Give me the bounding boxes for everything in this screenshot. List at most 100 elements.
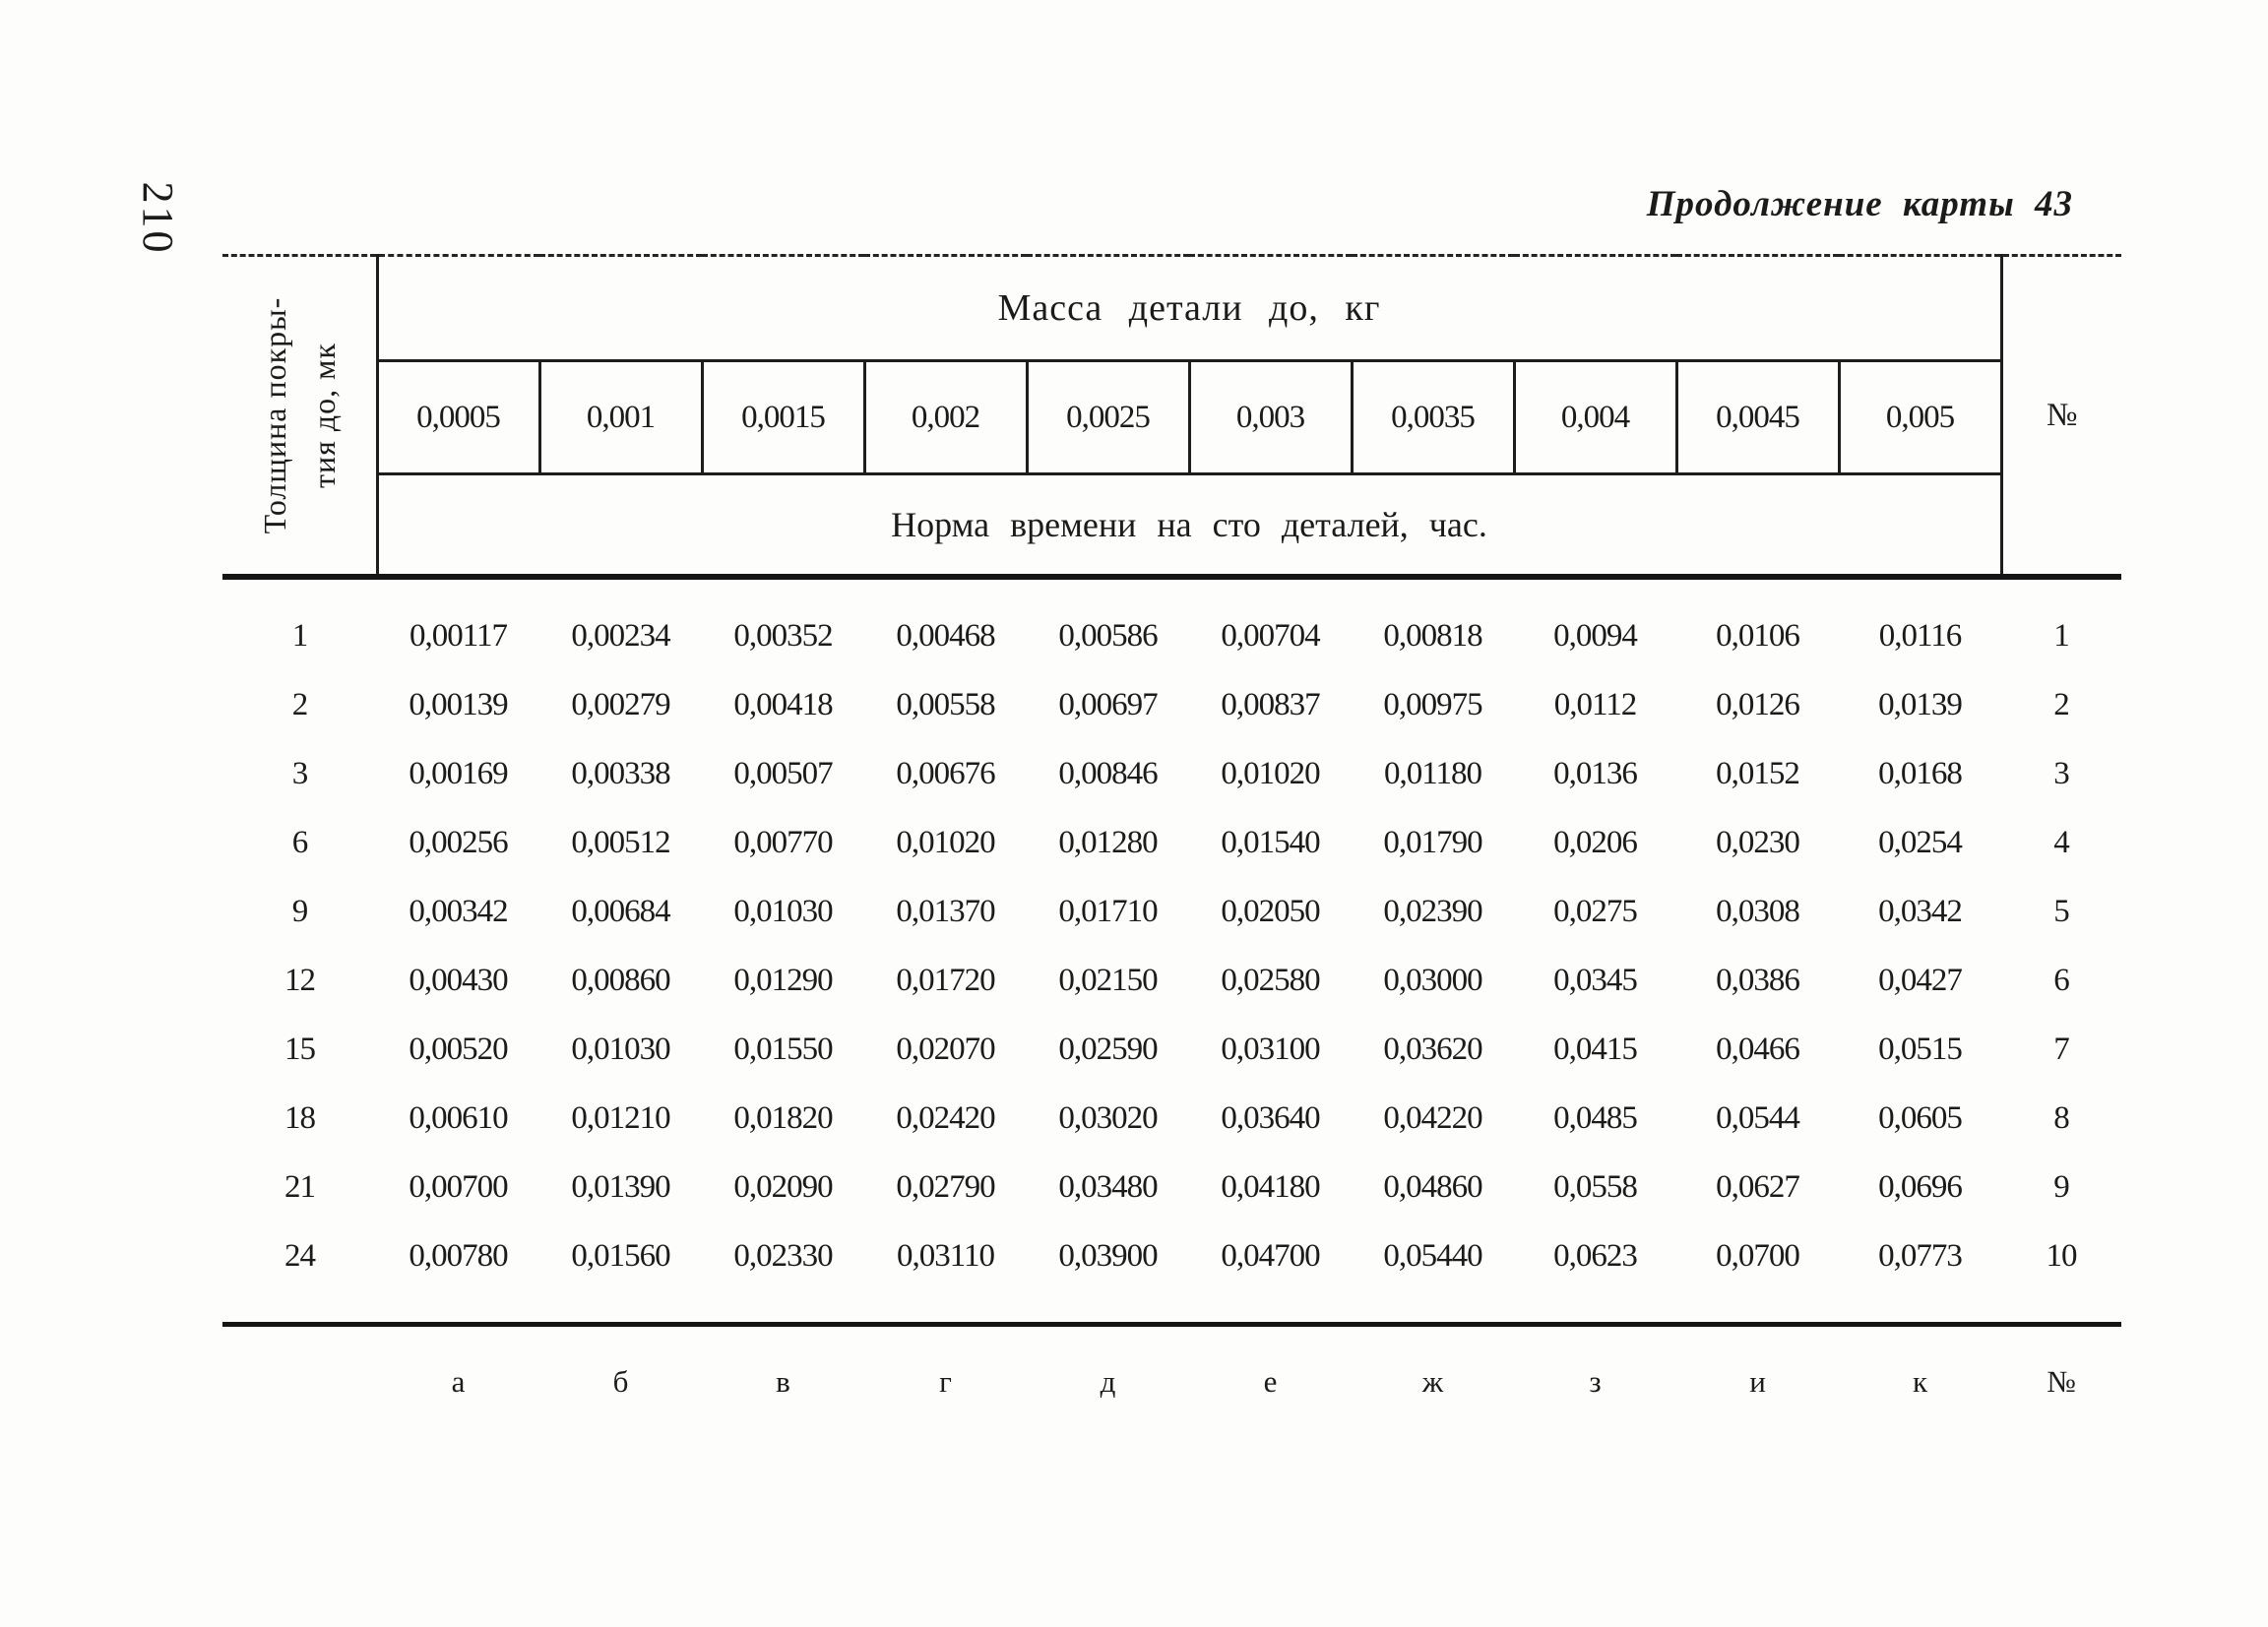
- column-letter: ж: [1352, 1322, 1514, 1437]
- letters-number-label: №: [2001, 1322, 2121, 1437]
- time-value-cell: 0,00770: [733, 824, 833, 860]
- time-value-cell: 0,0152: [1716, 755, 1800, 791]
- column-letter: и: [1676, 1322, 1839, 1437]
- time-value-cell: 0,03900: [1058, 1237, 1158, 1274]
- subheader-row: Норма времени на сто деталей, час.: [222, 473, 2121, 580]
- mass-col-header: 0,0025: [1025, 360, 1189, 475]
- time-value-cell: 0,01020: [896, 824, 995, 860]
- time-value-cell: 0,00352: [733, 617, 833, 654]
- column-letter: в: [702, 1322, 864, 1437]
- thickness-cell: 24: [284, 1237, 316, 1274]
- page-number: 210: [134, 181, 182, 256]
- table-row: 3 0,00169 0,00338 0,00507 0,00676 0,0084…: [222, 739, 2121, 808]
- time-value-cell: 0,0515: [1878, 1031, 1963, 1067]
- time-value-cell: 0,03100: [1221, 1031, 1320, 1067]
- table-row: 2 0,00139 0,00279 0,00418 0,00558 0,0069…: [222, 670, 2121, 739]
- time-value-cell: 0,00610: [409, 1099, 508, 1136]
- time-value-cell: 0,01540: [1221, 824, 1320, 860]
- spacer-row: [222, 577, 2121, 601]
- time-value-cell: 0,01560: [571, 1237, 670, 1274]
- time-value-cell: 0,00117: [409, 617, 508, 654]
- time-value-cell: 0,01180: [1383, 755, 1482, 791]
- mass-col-header: 0,0035: [1350, 360, 1514, 475]
- row-number-col-header: №: [1999, 254, 2121, 580]
- mass-col-header: 0,005: [1837, 360, 2001, 475]
- stub-header-line2: тия до, мк: [305, 343, 342, 488]
- time-value-cell: 0,01280: [1058, 824, 1158, 860]
- time-value-cell: 0,0415: [1553, 1031, 1638, 1067]
- time-value-cell: 0,0139: [1878, 686, 1963, 722]
- time-value-cell: 0,00676: [896, 755, 995, 791]
- time-value-cell: 0,0773: [1878, 1237, 1963, 1274]
- time-value-cell: 0,00468: [896, 617, 995, 654]
- time-value-cell: 0,00342: [409, 893, 508, 929]
- time-value-cell: 0,00704: [1221, 617, 1320, 654]
- time-value-cell: 0,0126: [1716, 686, 1800, 722]
- thickness-cell: 15: [284, 1031, 316, 1067]
- time-value-cell: 0,02050: [1221, 893, 1320, 929]
- time-value-cell: 0,00586: [1058, 617, 1158, 654]
- time-value-cell: 0,00520: [409, 1031, 508, 1067]
- time-value-cell: 0,0696: [1878, 1168, 1963, 1205]
- time-value-cell: 0,00512: [571, 824, 670, 860]
- time-value-cell: 0,01210: [571, 1099, 670, 1136]
- time-value-cell: 0,03020: [1058, 1099, 1158, 1136]
- stub-header-line1: Толщина покры-: [256, 296, 292, 534]
- time-value-cell: 0,02390: [1383, 893, 1482, 929]
- time-value-cell: 0,00430: [409, 962, 508, 998]
- time-value-cell: 0,03640: [1221, 1099, 1320, 1136]
- time-value-cell: 0,02420: [896, 1099, 995, 1136]
- time-value-cell: 0,0206: [1553, 824, 1638, 860]
- table-row: 18 0,00610 0,01210 0,01820 0,02420 0,030…: [222, 1084, 2121, 1153]
- time-value-cell: 0,01550: [733, 1031, 833, 1067]
- time-value-cell: 0,00169: [409, 755, 508, 791]
- table-row: 12 0,00430 0,00860 0,01290 0,01720 0,021…: [222, 946, 2121, 1015]
- mass-col-header: 0,0005: [377, 360, 539, 475]
- mass-col-header: 0,002: [862, 360, 1027, 475]
- mass-col-header: 0,0015: [700, 360, 864, 475]
- thickness-cell: 2: [291, 686, 309, 722]
- time-value-cell: 0,04860: [1383, 1168, 1482, 1205]
- column-letter: з: [1514, 1322, 1676, 1437]
- time-value-cell: 0,00818: [1383, 617, 1482, 654]
- thickness-cell: 6: [291, 824, 309, 860]
- time-value-cell: 0,01290: [733, 962, 833, 998]
- mass-col-header: 0,001: [537, 360, 702, 475]
- row-number-cell: 5: [2053, 893, 2070, 929]
- time-value-cell: 0,0558: [1553, 1168, 1638, 1205]
- time-value-cell: 0,02790: [896, 1168, 995, 1205]
- time-value-cell: 0,0116: [1878, 617, 1963, 654]
- row-number-cell: 8: [2053, 1099, 2070, 1136]
- time-value-cell: 0,01020: [1221, 755, 1320, 791]
- thickness-cell: 21: [284, 1168, 316, 1205]
- time-value-cell: 0,02070: [896, 1031, 995, 1067]
- row-number-cell: 4: [2053, 824, 2070, 860]
- mass-col-header: 0,004: [1512, 360, 1676, 475]
- letters-row-stub-cell: [222, 1322, 377, 1437]
- thickness-cell: 9: [291, 893, 309, 929]
- time-value-cell: 0,03000: [1383, 962, 1482, 998]
- thickness-cell: 1: [291, 617, 309, 654]
- time-value-cell: 0,0345: [1553, 962, 1638, 998]
- page-title: Продолжение карты 43: [1646, 184, 2073, 224]
- time-value-cell: 0,01370: [896, 893, 995, 929]
- column-letter: д: [1027, 1322, 1189, 1437]
- time-value-cell: 0,0254: [1878, 824, 1963, 860]
- time-norms-table: Толщина покры- тия до, мк Масса детали д…: [222, 254, 2121, 1437]
- time-value-cell: 0,00256: [409, 824, 508, 860]
- time-value-cell: 0,00234: [571, 617, 670, 654]
- time-value-cell: 0,0700: [1716, 1237, 1800, 1274]
- time-value-cell: 0,0623: [1553, 1237, 1638, 1274]
- time-value-cell: 0,00558: [896, 686, 995, 722]
- column-letter: б: [539, 1322, 702, 1437]
- time-value-cell: 0,0168: [1878, 755, 1963, 791]
- time-value-cell: 0,0485: [1553, 1099, 1638, 1136]
- row-number-cell: 2: [2053, 686, 2070, 722]
- time-value-cell: 0,01790: [1383, 824, 1482, 860]
- time-value-cell: 0,0342: [1878, 893, 1963, 929]
- time-value-cell: 0,00860: [571, 962, 670, 998]
- table-row: 1 0,00117 0,00234 0,00352 0,00468 0,0058…: [222, 601, 2121, 670]
- time-value-cell: 0,0136: [1553, 755, 1638, 791]
- mass-header: Масса детали до, кг: [377, 254, 2001, 362]
- time-value-cell: 0,04180: [1221, 1168, 1320, 1205]
